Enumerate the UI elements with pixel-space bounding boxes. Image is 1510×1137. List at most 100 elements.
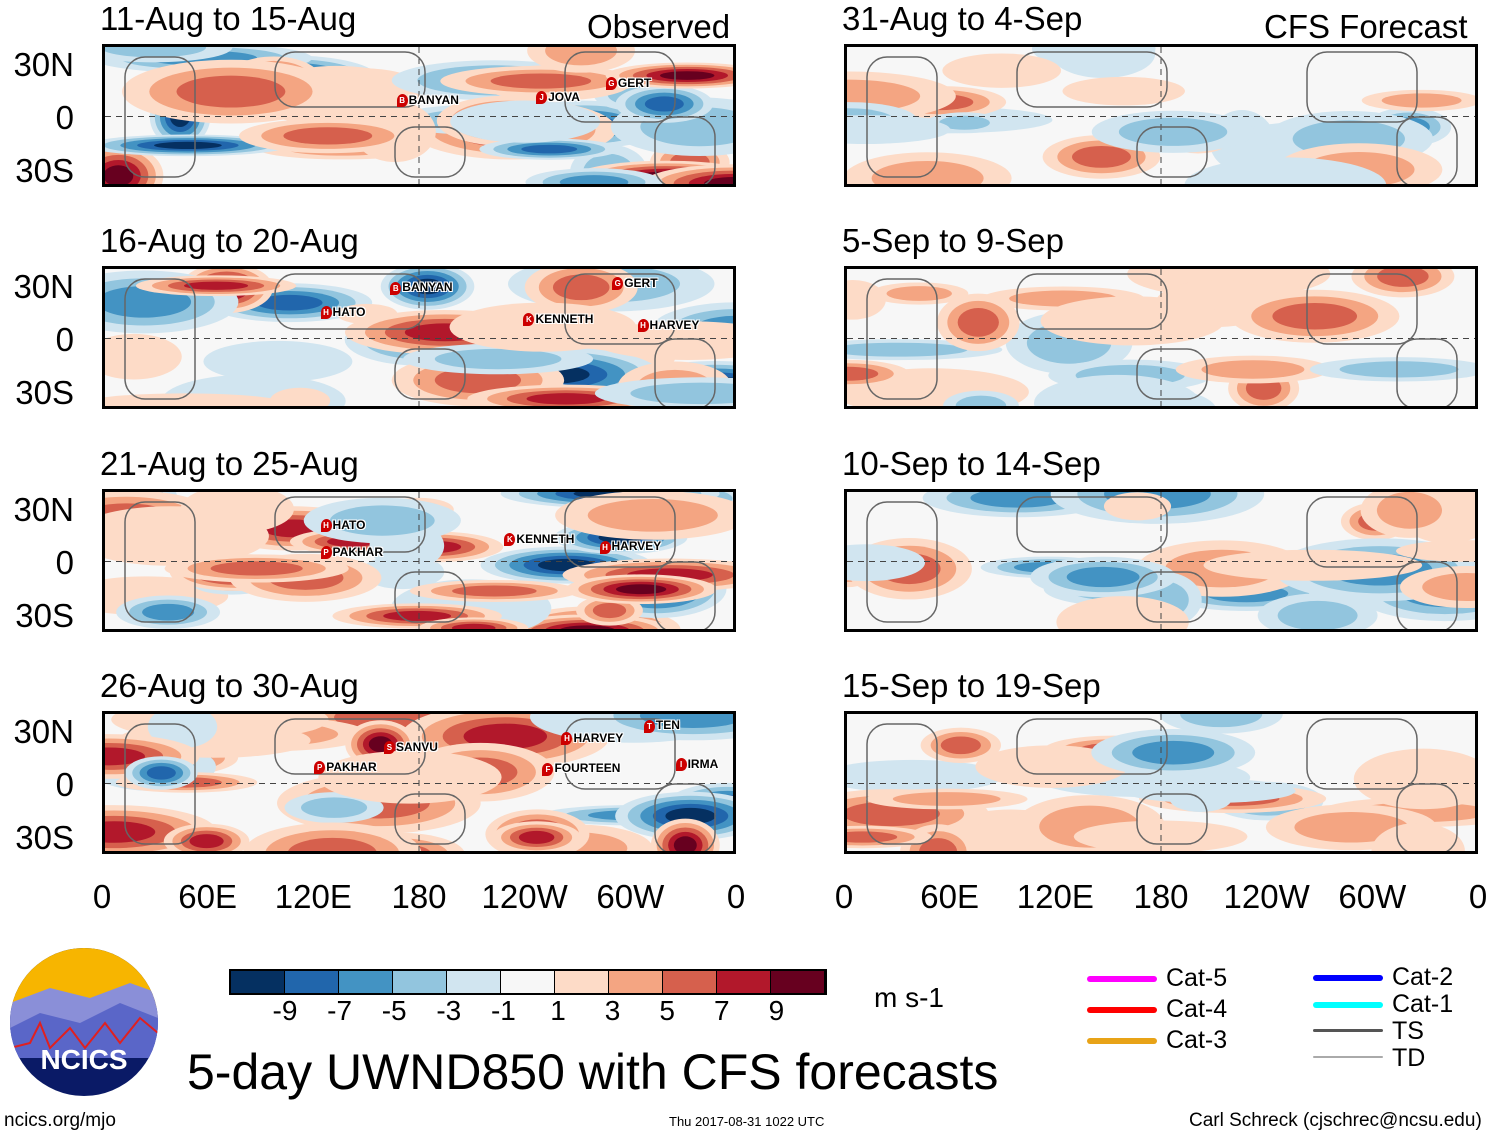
storm-name: TEN — [655, 718, 680, 733]
coastline — [274, 273, 426, 330]
coastline — [394, 348, 466, 400]
storm-name: GERT — [617, 75, 652, 90]
timestamp: Thu 2017-08-31 1022 UTC — [669, 1114, 825, 1129]
anomaly-contour — [704, 177, 733, 184]
coastline — [124, 723, 196, 845]
anomaly-contour — [210, 561, 303, 576]
legend-swatch — [1313, 975, 1383, 981]
lon-tick-label: 0 — [834, 878, 854, 915]
lon-tick-label: 60W — [1338, 878, 1407, 915]
coastline — [564, 718, 676, 790]
anomaly-contour — [184, 281, 249, 290]
storm-name: SANVU — [395, 739, 438, 754]
lat-tick-label: 30N — [13, 491, 74, 528]
coastline — [866, 723, 938, 845]
site-link[interactable]: ncics.org/mjo — [4, 1110, 116, 1131]
anomaly-contour — [105, 165, 134, 184]
coastline — [654, 116, 716, 184]
anomaly-contour — [449, 302, 637, 352]
anomaly-contour — [847, 115, 951, 144]
anomaly-contour — [105, 821, 156, 843]
storm-name: KENNETH — [535, 311, 594, 326]
storm-label: H HARVEY — [599, 539, 661, 554]
anomaly-contour — [490, 73, 592, 89]
lon-tick-label: 60E — [920, 878, 980, 915]
hurricane-icon: K — [504, 533, 516, 547]
lat-tick-label: 30N — [13, 46, 74, 83]
anomaly-contour — [1103, 492, 1172, 521]
map-panel: H HATO P PAKHAR K KENNETH H HARVEY — [102, 489, 736, 632]
storm-label: B BANYAN — [390, 280, 453, 295]
panel-title: 26-Aug to 30-Aug — [100, 667, 359, 704]
anomaly-contour — [176, 75, 286, 108]
storm-label: I IRMA — [675, 757, 718, 772]
hurricane-icon: B — [396, 94, 408, 108]
map-panel: B BANYAN G GERT H HATO K KENNETH H HARVEY — [102, 266, 736, 409]
colorbar-tick-label: -5 — [381, 995, 407, 1026]
anomaly-contour — [301, 797, 368, 818]
legend-swatch — [1087, 1038, 1157, 1044]
panel-title: 31-Aug to 4-Sep — [842, 0, 1083, 37]
anomaly-contour — [1203, 549, 1423, 581]
anomaly-contour — [1051, 47, 1156, 79]
coastline — [1306, 51, 1418, 123]
coastline — [124, 56, 196, 178]
coastline — [124, 501, 196, 623]
map-panel — [844, 489, 1478, 632]
wind-anomaly-field — [105, 269, 733, 406]
anomaly-contour — [975, 745, 1128, 788]
anomaly-contour — [1066, 566, 1140, 588]
anomaly-contour — [1294, 812, 1409, 843]
colorbar-tick-label: 1 — [550, 995, 566, 1026]
coastline — [654, 338, 716, 406]
storm-label: P PAKHAR — [314, 759, 377, 775]
anomaly-contour — [639, 714, 733, 728]
anomaly-contour — [660, 71, 715, 80]
hurricane-icon: H — [561, 732, 573, 746]
coastline — [1136, 571, 1208, 623]
anomaly-contour — [970, 492, 1067, 508]
wind-anomaly-field — [847, 492, 1475, 629]
colorbar-swatch — [447, 971, 501, 993]
storm-name: HATO — [332, 517, 366, 532]
colorbar-tick-label: -7 — [327, 995, 353, 1026]
anomaly-contour — [1180, 714, 1263, 728]
anomaly-contour — [105, 333, 182, 380]
anomaly-contour — [1339, 361, 1459, 378]
anomaly-contour — [886, 286, 952, 301]
anomaly-contour — [644, 96, 684, 112]
storm-name: PAKHAR — [326, 759, 377, 774]
storm-name: BANYAN — [402, 280, 453, 295]
lon-tick-label: 180 — [391, 878, 447, 915]
storm-label: K KENNETH — [523, 311, 594, 327]
colorbar — [229, 969, 827, 995]
lat-tick-label: 30S — [15, 597, 74, 634]
coastline — [1136, 126, 1208, 178]
anomaly-contour — [256, 294, 323, 311]
colorbar-swatch — [555, 971, 609, 993]
colorbar-swatch — [717, 971, 771, 993]
anomaly-contour — [1422, 573, 1475, 601]
storm-label: K KENNETH — [504, 532, 574, 547]
anomaly-contour — [105, 47, 207, 58]
panel-title: 16-Aug to 20-Aug — [100, 222, 359, 259]
lon-tick-label: 120E — [274, 878, 352, 915]
coastline — [1396, 783, 1458, 851]
colorbar-tick-label: -1 — [490, 995, 516, 1026]
anomaly-contour — [1381, 93, 1462, 108]
coastline — [866, 56, 938, 178]
hurricane-icon: H — [637, 318, 649, 332]
anomaly-contour — [1272, 302, 1358, 330]
storm-label: P PAKHAR — [320, 545, 383, 560]
storm-label: B BANYAN — [396, 92, 459, 108]
anomaly-contour — [847, 759, 1004, 793]
anomaly-contour — [521, 144, 578, 154]
anomaly-contour — [451, 623, 496, 629]
lon-tick-label: 60E — [178, 878, 238, 915]
lat-tick-label: 0 — [55, 766, 74, 803]
panel-title: 15-Sep to 19-Sep — [842, 667, 1101, 704]
lat-tick-label: 30N — [13, 713, 74, 750]
hurricane-icon: H — [320, 306, 332, 320]
anomaly-contour — [592, 602, 627, 619]
storm-name: BANYAN — [408, 92, 459, 107]
